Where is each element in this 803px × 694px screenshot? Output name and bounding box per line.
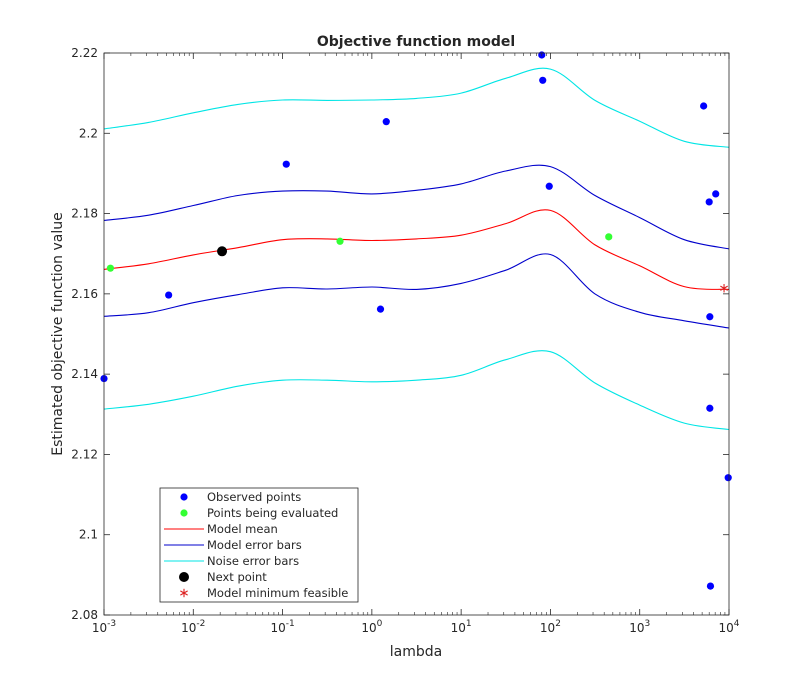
noise-error-lower-line: [103, 350, 730, 431]
x-tick-label: 10-3: [92, 619, 116, 635]
observed-point: [382, 118, 390, 126]
model-minimum-point-stroke: [720, 285, 728, 291]
legend-label: Next point: [207, 570, 267, 584]
y-tick-label: 2.22: [71, 46, 98, 60]
observed-point: [705, 198, 713, 206]
legend-label: Noise error bars: [207, 554, 299, 568]
x-tick-label: 100: [361, 619, 382, 635]
model-error-upper-line: [103, 164, 730, 250]
observed-point: [282, 160, 290, 168]
evaluated-point: [336, 237, 344, 245]
y-tick-label: 2.08: [71, 608, 98, 622]
model-error-lower-line: [103, 253, 730, 329]
legend: Observed points Points being evaluated Mod…: [159, 487, 359, 603]
x-tick-label: 104: [718, 619, 739, 635]
observed-point: [545, 182, 553, 190]
y-tick-label: 2.16: [71, 287, 98, 301]
observed-point: [712, 190, 720, 198]
legend-swatch: [180, 509, 188, 517]
y-tick-label: 2.1: [79, 528, 98, 542]
legend-label: Model minimum feasible: [207, 586, 348, 600]
y-axis-label: Estimated objective function value: [50, 212, 66, 455]
legend-swatch: [179, 572, 189, 582]
legend-swatch-stroke: [180, 590, 188, 596]
model-minimum-point: [720, 284, 728, 293]
noise-error-upper-line: [103, 67, 730, 148]
y-tick-label: 2.2: [79, 126, 98, 140]
x-axis-label: lambda: [390, 644, 442, 660]
axes: 2.08 2.1 2.12 2.14 2.16 2.18 2.2 2.22 10-3 10-2 10…: [71, 46, 739, 635]
observed-point: [539, 76, 547, 84]
observed-point: [700, 102, 708, 110]
next-point: [217, 246, 228, 257]
evaluated-point: [605, 233, 613, 241]
legend-label: Observed points: [207, 490, 301, 504]
model-mean-line: [103, 209, 730, 290]
y-tick-label: 2.18: [71, 207, 98, 221]
x-tick-label: 101: [451, 619, 472, 635]
legend-swatch: [180, 493, 188, 501]
axes-box: [103, 52, 730, 616]
legend-label: Model error bars: [207, 538, 302, 552]
y-tick-label: 2.12: [71, 447, 98, 461]
x-tick-label: 103: [629, 619, 650, 635]
x-tick-label: 10-2: [181, 619, 205, 635]
y-tick-label: 2.14: [71, 367, 98, 381]
legend-label: Points being evaluated: [207, 506, 338, 520]
x-tick-label: 102: [540, 619, 561, 635]
observed-point: [706, 313, 714, 321]
x-tick-label: 10-1: [270, 619, 294, 635]
observed-point: [706, 404, 714, 412]
observed-point: [165, 291, 173, 299]
evaluated-point: [106, 264, 115, 272]
legend-swatch: [180, 588, 188, 598]
chart-title: Objective function model: [317, 34, 515, 50]
legend-label: Model mean: [207, 522, 278, 536]
observed-point: [724, 474, 732, 482]
observed-point: [376, 305, 385, 313]
observed-point: [706, 582, 715, 590]
